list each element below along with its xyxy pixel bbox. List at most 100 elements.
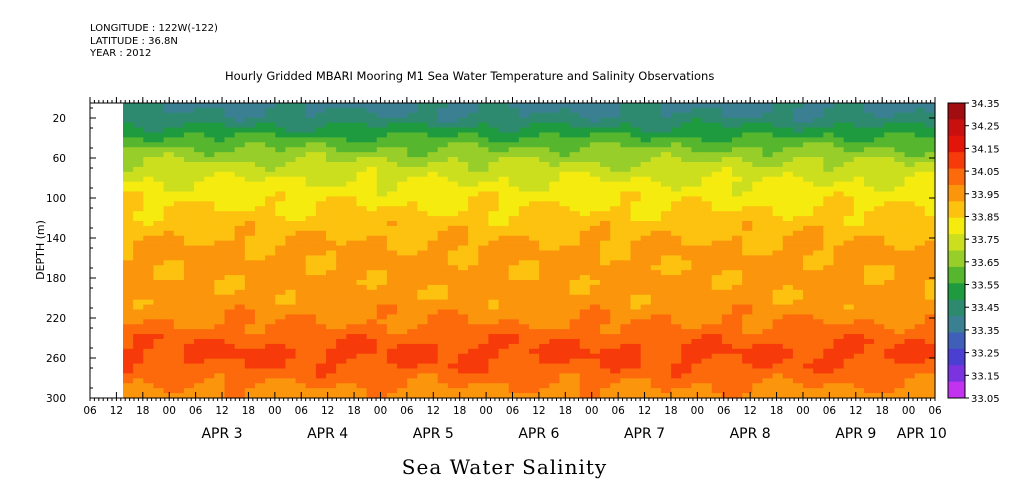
heatmap-cell <box>295 103 307 109</box>
heatmap-cell <box>803 368 814 375</box>
heatmap-cell <box>671 206 682 212</box>
heatmap-cell <box>660 107 672 114</box>
heatmap-cell <box>691 270 703 276</box>
heatmap-cell <box>194 191 205 198</box>
heatmap-cell <box>914 339 926 345</box>
heatmap-cell <box>194 250 205 257</box>
heatmap-cell <box>194 127 205 134</box>
heatmap-cell <box>488 255 500 261</box>
heatmap-cell <box>397 388 408 394</box>
heatmap-cell <box>549 265 561 271</box>
heatmap-cell <box>214 334 226 340</box>
heatmap-cell <box>914 240 926 247</box>
heatmap-cell <box>803 230 814 237</box>
heatmap-cell <box>397 255 408 261</box>
heatmap-cell <box>214 122 226 129</box>
heatmap-cell <box>326 225 337 232</box>
heatmap-cell <box>640 245 652 252</box>
heatmap-cell <box>650 319 662 325</box>
heatmap-cell <box>366 289 378 296</box>
heatmap-cell <box>194 358 205 365</box>
heatmap-cell <box>356 162 368 168</box>
heatmap-cell <box>457 265 469 271</box>
heatmap-cell <box>863 206 875 212</box>
heatmap-cell <box>823 132 835 139</box>
heatmap-cell <box>630 122 642 129</box>
heatmap-cell <box>437 235 449 242</box>
heatmap-cell <box>843 309 855 316</box>
heatmap-cell <box>478 240 489 247</box>
heatmap-cell <box>772 127 784 134</box>
heatmap-cell <box>498 117 510 124</box>
heatmap-cell <box>315 275 327 281</box>
heatmap-cell <box>884 373 895 379</box>
heatmap-cell <box>691 245 703 252</box>
heatmap-cell <box>823 319 835 325</box>
heatmap-cell <box>874 107 885 114</box>
heatmap-cell <box>914 225 926 232</box>
heatmap-cell <box>214 176 226 183</box>
heatmap-cell <box>183 289 195 296</box>
heatmap-cell <box>214 137 226 143</box>
heatmap-cell <box>732 201 743 207</box>
heatmap-cell <box>924 309 936 316</box>
heatmap-cell <box>468 196 479 202</box>
heatmap-cell <box>478 255 489 261</box>
heatmap-cell <box>326 171 337 178</box>
heatmap-cell <box>407 275 418 281</box>
heatmap-cell <box>549 166 561 173</box>
heatmap-cell <box>437 166 449 173</box>
heatmap-cell <box>133 201 144 207</box>
heatmap-cell <box>417 329 429 335</box>
heatmap-cell <box>123 309 134 316</box>
heatmap-cell <box>295 206 307 212</box>
heatmap-cell <box>782 388 794 394</box>
heatmap-cell <box>366 112 378 119</box>
heatmap-cell <box>437 107 449 114</box>
heatmap-cell <box>488 358 500 365</box>
heatmap-cell <box>904 191 916 198</box>
heatmap-cell <box>194 176 205 183</box>
heatmap-cell <box>671 107 682 114</box>
heatmap-cell <box>478 348 489 355</box>
heatmap-cell <box>447 348 459 355</box>
heatmap-cell <box>529 265 540 271</box>
heatmap-cell <box>874 393 885 399</box>
heatmap-cell <box>742 162 753 168</box>
heatmap-cell <box>589 270 601 276</box>
heatmap-cell <box>508 255 520 261</box>
heatmap-cell <box>762 353 774 360</box>
heatmap-cell <box>244 314 256 320</box>
heatmap-cell <box>630 127 642 134</box>
heatmap-cell <box>143 314 155 320</box>
heatmap-cell <box>620 304 632 311</box>
heatmap-cell <box>711 309 723 316</box>
heatmap-cell <box>427 176 439 183</box>
heatmap-cell <box>386 363 398 370</box>
heatmap-cell <box>508 329 520 335</box>
heatmap-cell <box>620 334 632 340</box>
heatmap-cell <box>376 289 388 296</box>
heatmap-cell <box>407 127 418 134</box>
heatmap-cell <box>183 280 195 286</box>
heatmap-cell <box>488 373 500 379</box>
heatmap-cell <box>833 103 845 109</box>
heatmap-cell <box>792 339 804 345</box>
heatmap-cell <box>691 157 703 163</box>
heatmap-cell <box>772 196 784 202</box>
heatmap-cell <box>397 171 408 178</box>
heatmap-cell <box>742 280 753 286</box>
heatmap-cell <box>386 314 398 320</box>
heatmap-cell <box>386 127 398 134</box>
heatmap-cell <box>508 284 520 291</box>
heatmap-cell <box>214 393 226 399</box>
heatmap-cell <box>904 171 916 178</box>
heatmap-cell <box>610 275 621 281</box>
heatmap-cell <box>376 152 388 158</box>
heatmap-cell <box>813 235 824 242</box>
heatmap-cell <box>326 280 337 286</box>
heatmap-cell <box>386 162 398 168</box>
heatmap-cell <box>468 343 479 350</box>
heatmap-cell <box>356 181 368 188</box>
heatmap-cell <box>874 201 885 207</box>
